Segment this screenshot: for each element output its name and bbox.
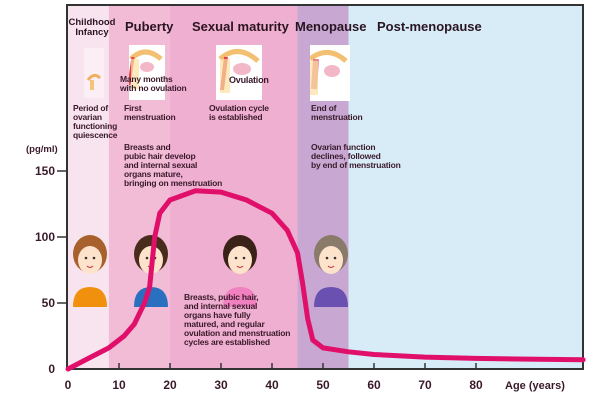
note-end-menstruation: End of menstruation [311, 103, 363, 122]
note-first-menstruation: First menstruation [124, 103, 176, 122]
x-tick-label: 60 [367, 378, 381, 392]
uterus-puberty-icon [129, 45, 165, 100]
x-tick-label: 80 [469, 378, 483, 392]
face [319, 246, 343, 274]
y-tick-label: 100 [35, 230, 55, 244]
mouth [327, 265, 335, 268]
y-tick-label: 50 [42, 296, 56, 310]
note-menopause-body: Ovarian function declines, followed by e… [311, 142, 401, 170]
eye [333, 256, 337, 260]
x-tick-label: 50 [316, 378, 330, 392]
estrogen-curve [65, 188, 586, 372]
shirt [73, 287, 107, 307]
note-ovulation: Ovulation [229, 75, 269, 85]
x-tick-label: 0 [65, 378, 72, 392]
note-puberty-body: Breasts and pubic hair develop and inter… [124, 142, 223, 188]
shirt [223, 287, 257, 307]
y-axis-label: (pg/ml) [26, 144, 58, 155]
eye [234, 256, 238, 260]
x-axis-label: Age (years) [505, 380, 565, 392]
x-tick-label: 20 [163, 378, 177, 392]
note-puberty-icon: Many months with no ovulation [120, 74, 187, 93]
eye [84, 256, 88, 260]
x-tick-label: 70 [418, 378, 432, 392]
eye [92, 256, 96, 260]
stage-band-4 [348, 5, 584, 369]
older-woman-face-icon [314, 235, 348, 307]
y-tick-label: 0 [48, 362, 55, 376]
stage-childhood: Childhood Infancy [68, 17, 116, 38]
uterus-ovulation-icon [216, 45, 262, 100]
stage-menopause: Menopause [295, 19, 367, 34]
face [78, 246, 102, 274]
eye [145, 256, 149, 260]
uterus-menopause-icon [310, 45, 350, 101]
stage-sexual-maturity: Sexual maturity [192, 19, 289, 34]
y-tick-label: 150 [35, 164, 55, 178]
mouth [86, 265, 94, 268]
note-maturity-body: Breasts, pubic hair, and internal sexual… [184, 292, 291, 347]
face [228, 246, 252, 274]
note-childhood: Period of ovarian functioning quiescence [73, 103, 118, 140]
x-tick-label: 40 [265, 378, 279, 392]
child-face-icon [73, 235, 107, 307]
woman-face-icon [223, 235, 257, 307]
mouth [236, 265, 244, 268]
eye [325, 256, 329, 260]
stage-puberty: Puberty [125, 19, 174, 34]
x-tick-label: 10 [112, 378, 126, 392]
uterus-small-icon [84, 48, 104, 98]
eye [242, 256, 246, 260]
shirt [314, 287, 348, 307]
stage-post-menopause: Post-menopause [377, 19, 482, 34]
x-tick-label: 30 [214, 378, 228, 392]
note-ovulation-cycle: Ovulation cycle is established [209, 103, 269, 122]
